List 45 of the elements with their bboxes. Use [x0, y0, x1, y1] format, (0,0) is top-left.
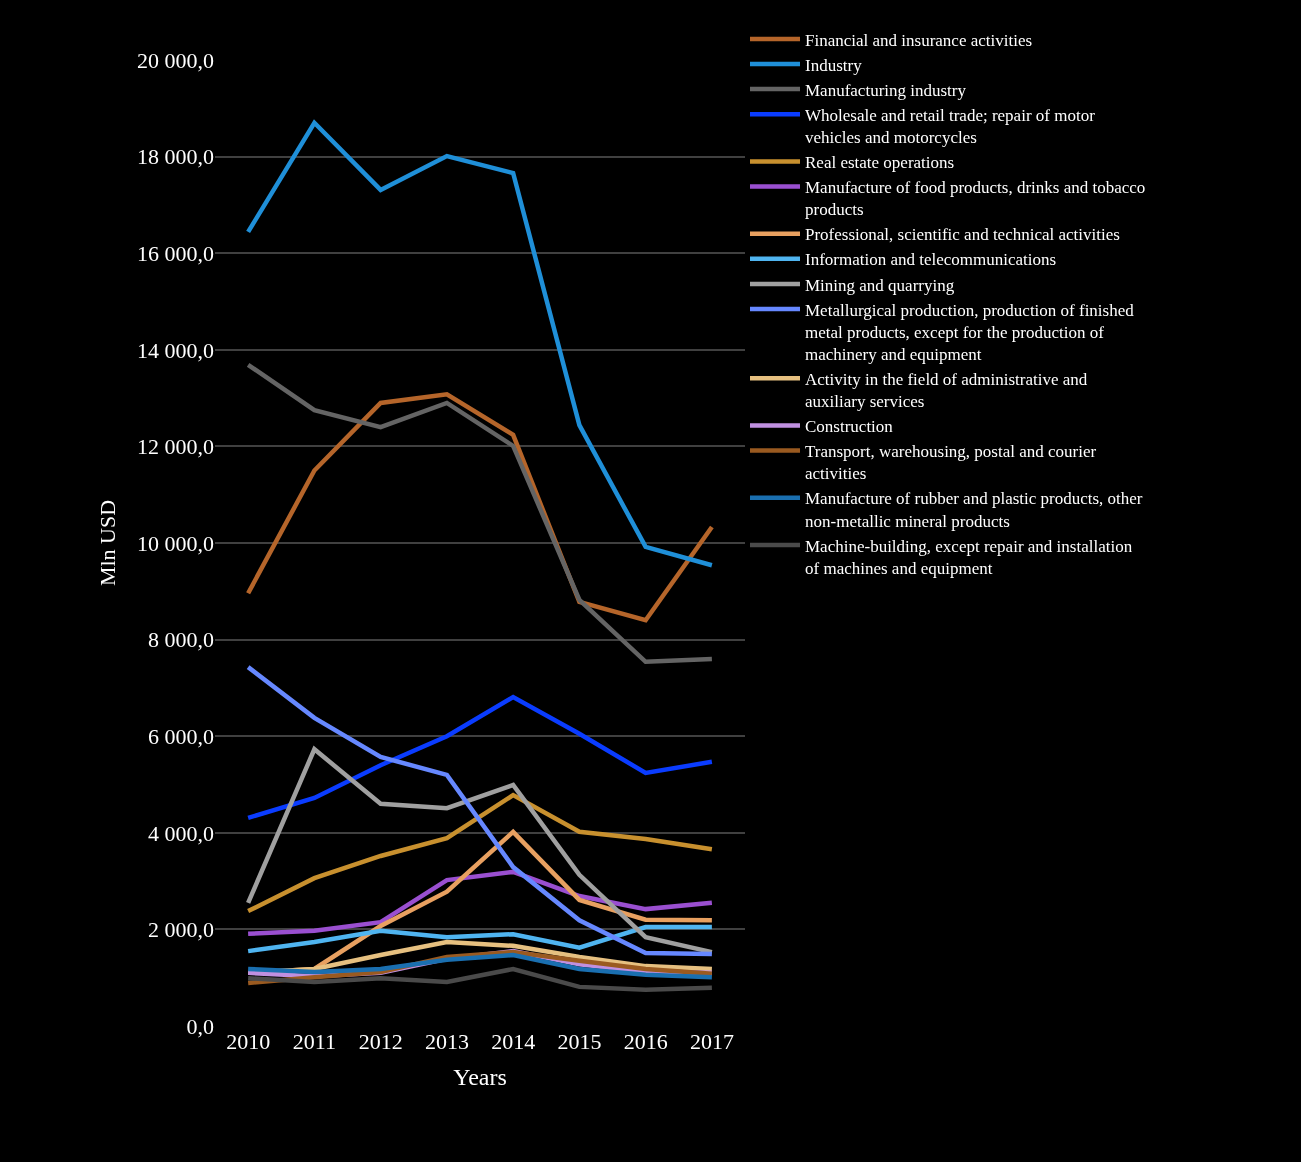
x-tick-label: 2015 [557, 1029, 602, 1054]
y-tick-label: 20 000,0 [137, 47, 214, 73]
line-series [245, 924, 715, 954]
x-tick-label: 2014 [491, 1029, 536, 1054]
legend-label: Information and telecommunications [805, 250, 1057, 270]
legend-label: Transport, warehousing, postal and courier activities [805, 442, 1097, 484]
line-series [245, 362, 715, 665]
legend-label: Mining and quarrying [805, 275, 955, 295]
y-tick-label: 18 000,0 [137, 144, 214, 170]
legend-label: Construction [805, 417, 894, 437]
y-tick-label: 12 000,0 [137, 434, 214, 460]
y-axis-title: Mln USD [94, 499, 120, 587]
line-series [245, 694, 715, 821]
y-tick-label: 10 000,0 [137, 530, 214, 556]
legend-label: Industry [805, 55, 863, 75]
line-series [245, 746, 715, 955]
legend-label: Real estate operations [805, 153, 955, 173]
legend-label: Manufacturing industry [805, 80, 967, 100]
y-tick-label: 0,0 [186, 1013, 214, 1039]
legend-label: Professional, scientific and technical activities [805, 225, 1120, 245]
y-tick-label: 4 000,0 [148, 820, 214, 846]
line-series [245, 966, 715, 993]
x-tick-label: 2016 [623, 1029, 668, 1054]
line-series [245, 120, 715, 568]
legend-label: Wholesale and retail trade; repair of motor vehicles and motorcycles [805, 105, 1096, 147]
line-series [245, 664, 715, 957]
y-tick-label: 2 000,0 [148, 917, 214, 943]
x-axis-title: Years [453, 1064, 507, 1091]
x-tick-label: 2012 [358, 1029, 403, 1054]
legend-label: Financial and insurance activities [805, 30, 1033, 50]
legend-label: Activity in the field of administrative and auxiliary services [805, 369, 1088, 412]
legend-label: Manufacture of food products, drinks and tobacco products [805, 178, 1146, 220]
legend-label: Machine-building, except repair and installation of machines and equipment [805, 536, 1133, 578]
line-series [245, 792, 715, 914]
y-tick-label: 8 000,0 [148, 627, 214, 653]
x-tick-label: 2011 [292, 1029, 336, 1054]
y-tick-label: 16 000,0 [137, 240, 214, 266]
line-series [245, 869, 715, 936]
legend-label: Manufacture of rubber and plastic products, other non-metallic mineral products [805, 489, 1143, 531]
x-tick-label: 2010 [226, 1029, 271, 1054]
y-tick-label: 6 000,0 [148, 723, 214, 749]
x-tick-label: 2017 [689, 1029, 734, 1054]
legend-label: Metallurgical production, production of finished metal products, except for the production of machinery and equipment [805, 300, 1135, 364]
x-tick-label: 2013 [424, 1029, 469, 1054]
y-tick-label: 14 000,0 [137, 337, 214, 363]
